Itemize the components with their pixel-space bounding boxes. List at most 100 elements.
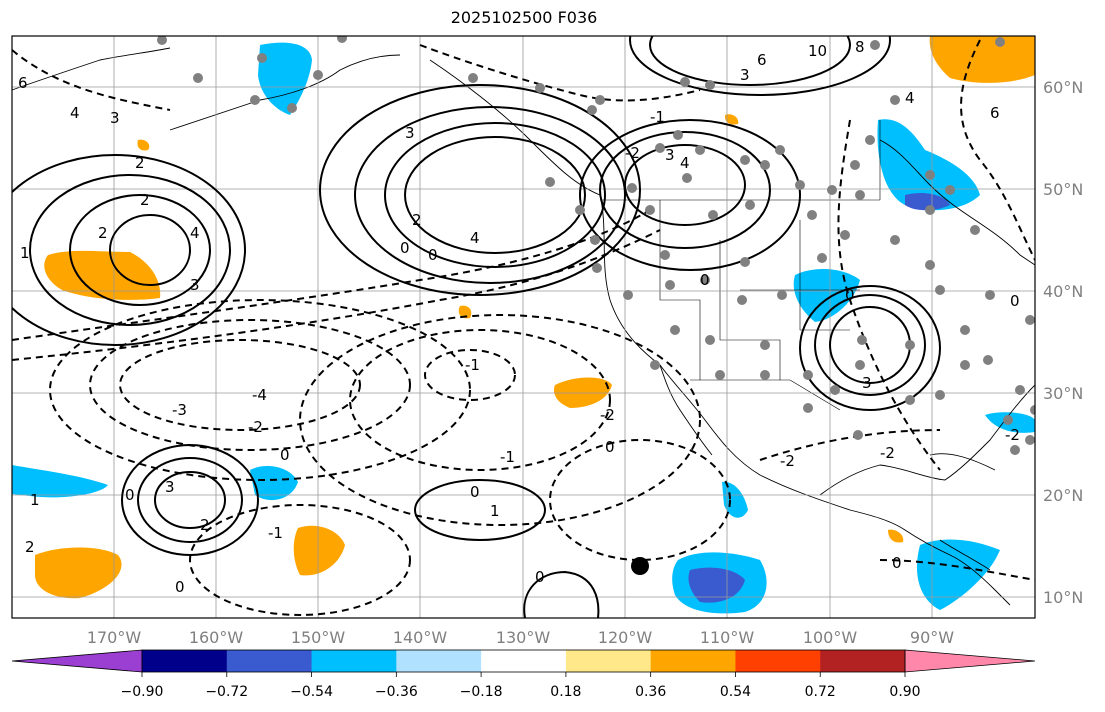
svg-text:0: 0 [700,271,710,289]
colorbar-segment [142,650,228,672]
colorbar-level-label: −0.18 [460,684,503,700]
svg-text:6: 6 [757,51,767,69]
colorbar-segment [565,650,652,672]
svg-text:4: 4 [190,224,200,242]
svg-text:3: 3 [405,124,415,142]
svg-text:3: 3 [165,478,175,496]
svg-text:3: 3 [665,146,675,164]
svg-text:2: 2 [140,191,150,209]
svg-text:170°W: 170°W [87,628,142,647]
svg-text:4: 4 [470,229,480,247]
svg-text:90°W: 90°W [910,628,954,647]
colorbar-segment [481,650,567,672]
colorbar-level-label: 0.18 [550,684,581,700]
svg-text:1: 1 [490,502,500,520]
colorbar-segment [311,650,397,672]
colorbar-level-label: 0.36 [635,684,666,700]
contour-labels: 6 4 3 2 2 2 4 3 1 3 4 2 0 0 3 4 -1 -2 6 … [18,38,1020,596]
colorbar-segment [226,650,313,672]
svg-text:-1: -1 [268,524,283,542]
svg-text:3: 3 [862,374,872,392]
station-markers [157,36,1035,455]
svg-text:1: 1 [20,244,30,262]
svg-text:0: 0 [280,446,290,464]
colorbar-extend-high [904,649,1036,673]
colorbar-level-label: −0.36 [375,684,418,700]
colorbar-segment [650,650,736,672]
svg-text:-2: -2 [600,406,615,424]
svg-text:0: 0 [1010,292,1020,310]
svg-text:60°N: 60°N [1043,78,1083,97]
svg-text:100°W: 100°W [803,628,858,647]
svg-text:0: 0 [535,568,545,586]
svg-text:3: 3 [110,109,120,127]
colorbar-frame [141,649,906,673]
svg-text:2: 2 [200,516,210,534]
colorbar-level-label: 0.72 [805,684,836,700]
svg-text:2: 2 [98,224,108,242]
longitude-ticks: 170°W 160°W 150°W 140°W 130°W 120°W 110°… [87,628,954,647]
svg-text:2: 2 [25,538,35,556]
positive-contours [12,36,941,618]
svg-text:-4: -4 [252,386,267,404]
svg-text:20°N: 20°N [1043,486,1083,505]
svg-text:0: 0 [470,483,480,501]
colorbar-level-label: −0.72 [205,684,248,700]
svg-text:0: 0 [845,286,855,304]
svg-text:130°W: 130°W [496,628,551,647]
svg-text:2: 2 [135,154,145,172]
svg-text:40°N: 40°N [1043,282,1083,301]
svg-text:4: 4 [70,104,80,122]
svg-text:110°W: 110°W [700,628,755,647]
svg-text:0: 0 [400,239,410,257]
svg-text:-2: -2 [880,444,895,462]
svg-text:1: 1 [30,491,40,509]
svg-text:6: 6 [18,74,28,92]
svg-text:-1: -1 [650,108,665,126]
svg-text:-2: -2 [780,452,795,470]
point-marker [631,557,649,575]
svg-text:160°W: 160°W [189,628,244,647]
graticule [12,36,1035,618]
colorbar-extend-low [11,649,143,673]
map-title: 2025102500 F036 [450,8,598,27]
svg-text:30°N: 30°N [1043,384,1083,403]
svg-text:3: 3 [740,66,750,84]
latitude-ticks: 60°N 50°N 40°N 30°N 20°N 10°N [1043,78,1083,607]
svg-text:120°W: 120°W [598,628,653,647]
colorbar-level-label: −0.54 [290,684,333,700]
svg-text:0: 0 [892,554,902,572]
svg-text:4: 4 [680,154,690,172]
svg-text:-1: -1 [465,356,480,374]
colorbar-level-label: 0.90 [889,684,920,700]
svg-text:2: 2 [412,211,422,229]
svg-text:150°W: 150°W [291,628,346,647]
svg-text:8: 8 [855,38,865,56]
negative-contours [12,39,1035,616]
colorbar-segment [396,650,482,672]
svg-text:-2: -2 [248,418,263,436]
colorbar-labels: −0.90 −0.72 −0.54 −0.36 −0.18 0.18 0.36 0.54 0.7… [121,672,921,700]
svg-text:-2: -2 [625,144,640,162]
svg-text:4: 4 [905,89,915,107]
svg-text:6: 6 [990,104,1000,122]
plot-frame [11,35,1036,619]
colorbar [11,649,1036,673]
svg-text:0: 0 [175,578,185,596]
svg-text:0: 0 [428,246,438,264]
colorbar-segment [735,650,821,672]
colorbar-level-label: −0.90 [121,684,164,700]
svg-text:0: 0 [125,486,135,504]
svg-text:-1: -1 [500,448,515,466]
svg-text:3: 3 [190,276,200,294]
svg-text:140°W: 140°W [393,628,448,647]
svg-text:10: 10 [808,42,827,60]
colorbar-level-label: 0.54 [720,684,751,700]
svg-text:-3: -3 [172,401,187,419]
colorbar-segment [820,650,906,672]
svg-text:0: 0 [605,438,615,456]
svg-text:10°N: 10°N [1043,588,1083,607]
svg-text:50°N: 50°N [1043,180,1083,199]
svg-text:-2: -2 [1005,426,1020,444]
